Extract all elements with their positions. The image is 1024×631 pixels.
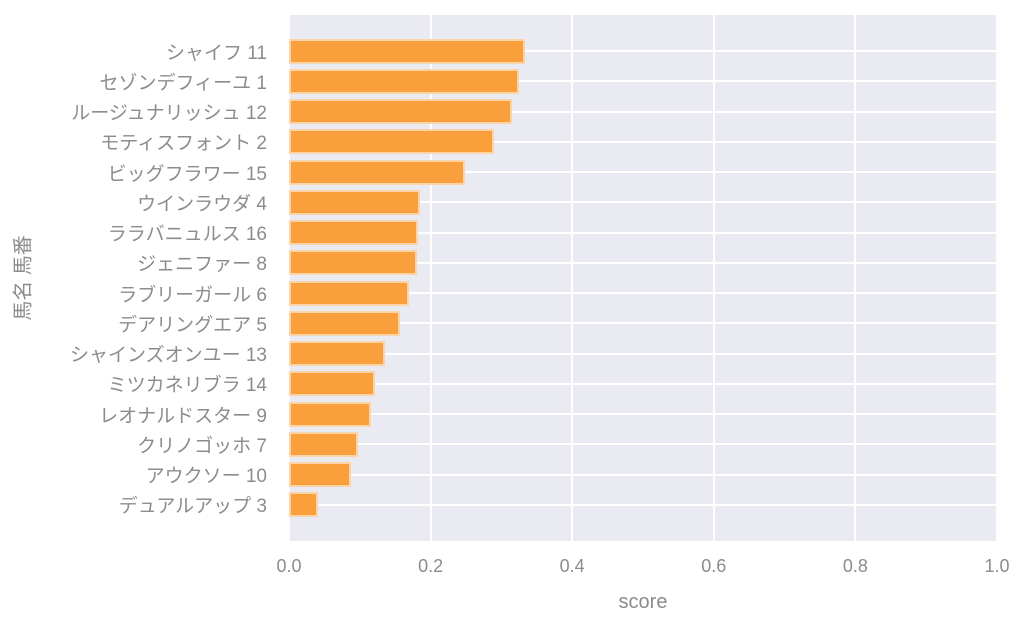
- bar-row: [289, 339, 997, 369]
- bar-row: [289, 36, 997, 66]
- y-tick-label: ジェニファー 8: [137, 254, 267, 276]
- x-tick-label: 0.4: [559, 556, 585, 576]
- bar-row: [289, 399, 997, 429]
- bar: [289, 250, 418, 276]
- y-tick-label: クリノゴッホ 7: [137, 435, 267, 457]
- y-gridline: [289, 322, 997, 325]
- y-gridline: [289, 140, 997, 143]
- bar: [289, 220, 418, 246]
- y-tick-label: ミツカネリブラ 14: [107, 375, 267, 397]
- bar-row: [289, 278, 997, 308]
- y-tick-label: デュアルアップ 3: [118, 496, 267, 518]
- bar-row: [289, 97, 997, 127]
- bar-row: [289, 429, 997, 459]
- y-gridline: [289, 382, 997, 385]
- bar-row: [289, 187, 997, 217]
- bar: [289, 159, 465, 185]
- bar-row: [289, 490, 997, 520]
- y-tick-label: シャインズオンユー 13: [69, 345, 267, 367]
- bar-row: [289, 127, 997, 157]
- bar-row: [289, 308, 997, 338]
- y-tick-label: アウクソー 10: [145, 466, 267, 488]
- bar: [289, 310, 401, 336]
- x-gridline: [429, 15, 432, 541]
- y-gridline: [289, 503, 997, 506]
- bar-row: [289, 218, 997, 248]
- bar-row: [289, 66, 997, 96]
- y-gridline: [289, 171, 997, 174]
- x-tick-label: 1.0: [984, 556, 1010, 576]
- y-tick-label: レオナルドスター 9: [99, 405, 267, 427]
- plot-area: [289, 15, 997, 541]
- x-tick-label: 0.8: [842, 556, 868, 576]
- bar: [289, 462, 352, 488]
- y-gridline: [289, 473, 997, 476]
- bar: [289, 129, 495, 155]
- bar: [289, 401, 372, 427]
- y-tick-label: ラブリーガール 6: [118, 284, 267, 306]
- bar-row: [289, 248, 997, 278]
- x-gridlines: [289, 15, 997, 541]
- bar: [289, 280, 410, 306]
- y-tick-label: ルージュナリッシュ 12: [71, 103, 267, 125]
- y-gridline: [289, 292, 997, 295]
- x-tick-label: 0.0: [276, 556, 302, 576]
- y-tick-label: デアリングエア 5: [118, 314, 267, 336]
- y-tick-label: シャイフ 11: [165, 42, 267, 64]
- y-gridline: [289, 352, 997, 355]
- bar: [289, 68, 520, 94]
- x-gridline: [854, 15, 857, 541]
- y-gridline: [289, 443, 997, 446]
- y-tick-label: モティスフォント 2: [100, 133, 267, 155]
- y-tick-label: セゾンデフィーユ 1: [99, 72, 267, 94]
- bar: [289, 99, 513, 125]
- y-gridline: [289, 80, 997, 83]
- x-tick-label: 0.6: [701, 556, 727, 576]
- y-tick-label: ビッグフラワー 15: [107, 163, 267, 185]
- y-gridline: [289, 201, 997, 204]
- bar: [289, 189, 420, 215]
- x-axis-title: score: [618, 591, 668, 613]
- y-gridline: [289, 110, 997, 113]
- y-gridline: [289, 231, 997, 234]
- y-tick-label: ウインラウダ 4: [137, 193, 267, 215]
- bar-row: [289, 460, 997, 490]
- bar: [289, 431, 358, 457]
- bar: [289, 492, 319, 518]
- x-tick-labels: 0.0 0.2 0.4 0.6 0.8 1.0: [276, 556, 1009, 580]
- x-tick-label: 0.2: [418, 556, 444, 576]
- y-gridline: [289, 413, 997, 416]
- bar: [289, 371, 375, 397]
- y-tick-label: ララバニュルス 16: [107, 224, 267, 246]
- bars-area: [289, 15, 997, 541]
- x-gridline: [289, 15, 290, 541]
- bar: [289, 341, 385, 367]
- x-gridline: [571, 15, 574, 541]
- bar-row: [289, 369, 997, 399]
- bar-row: [289, 157, 997, 187]
- y-gridline: [289, 50, 997, 53]
- y-tick-labels: シャイフ 11 セゾンデフィーユ 1 ルージュナリッシュ 12 モティスフォント 2 ビ…: [0, 15, 278, 541]
- x-gridline: [996, 15, 997, 541]
- x-gridline: [712, 15, 715, 541]
- bar: [289, 38, 525, 64]
- y-gridline: [289, 261, 997, 264]
